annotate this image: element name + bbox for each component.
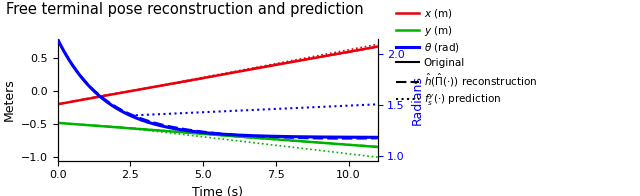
- Y-axis label: Radians: Radians: [411, 75, 424, 125]
- X-axis label: Time (s): Time (s): [192, 186, 243, 196]
- Legend: $x$ (m), $y$ (m), $\theta$ (rad), Original, $\hat{h}(\hat{\Pi}(\cdot))$ reconstr: $x$ (m), $y$ (m), $\theta$ (rad), Origin…: [396, 7, 537, 108]
- Y-axis label: Meters: Meters: [3, 79, 15, 121]
- Text: Free terminal pose reconstruction and prediction: Free terminal pose reconstruction and pr…: [6, 2, 364, 17]
